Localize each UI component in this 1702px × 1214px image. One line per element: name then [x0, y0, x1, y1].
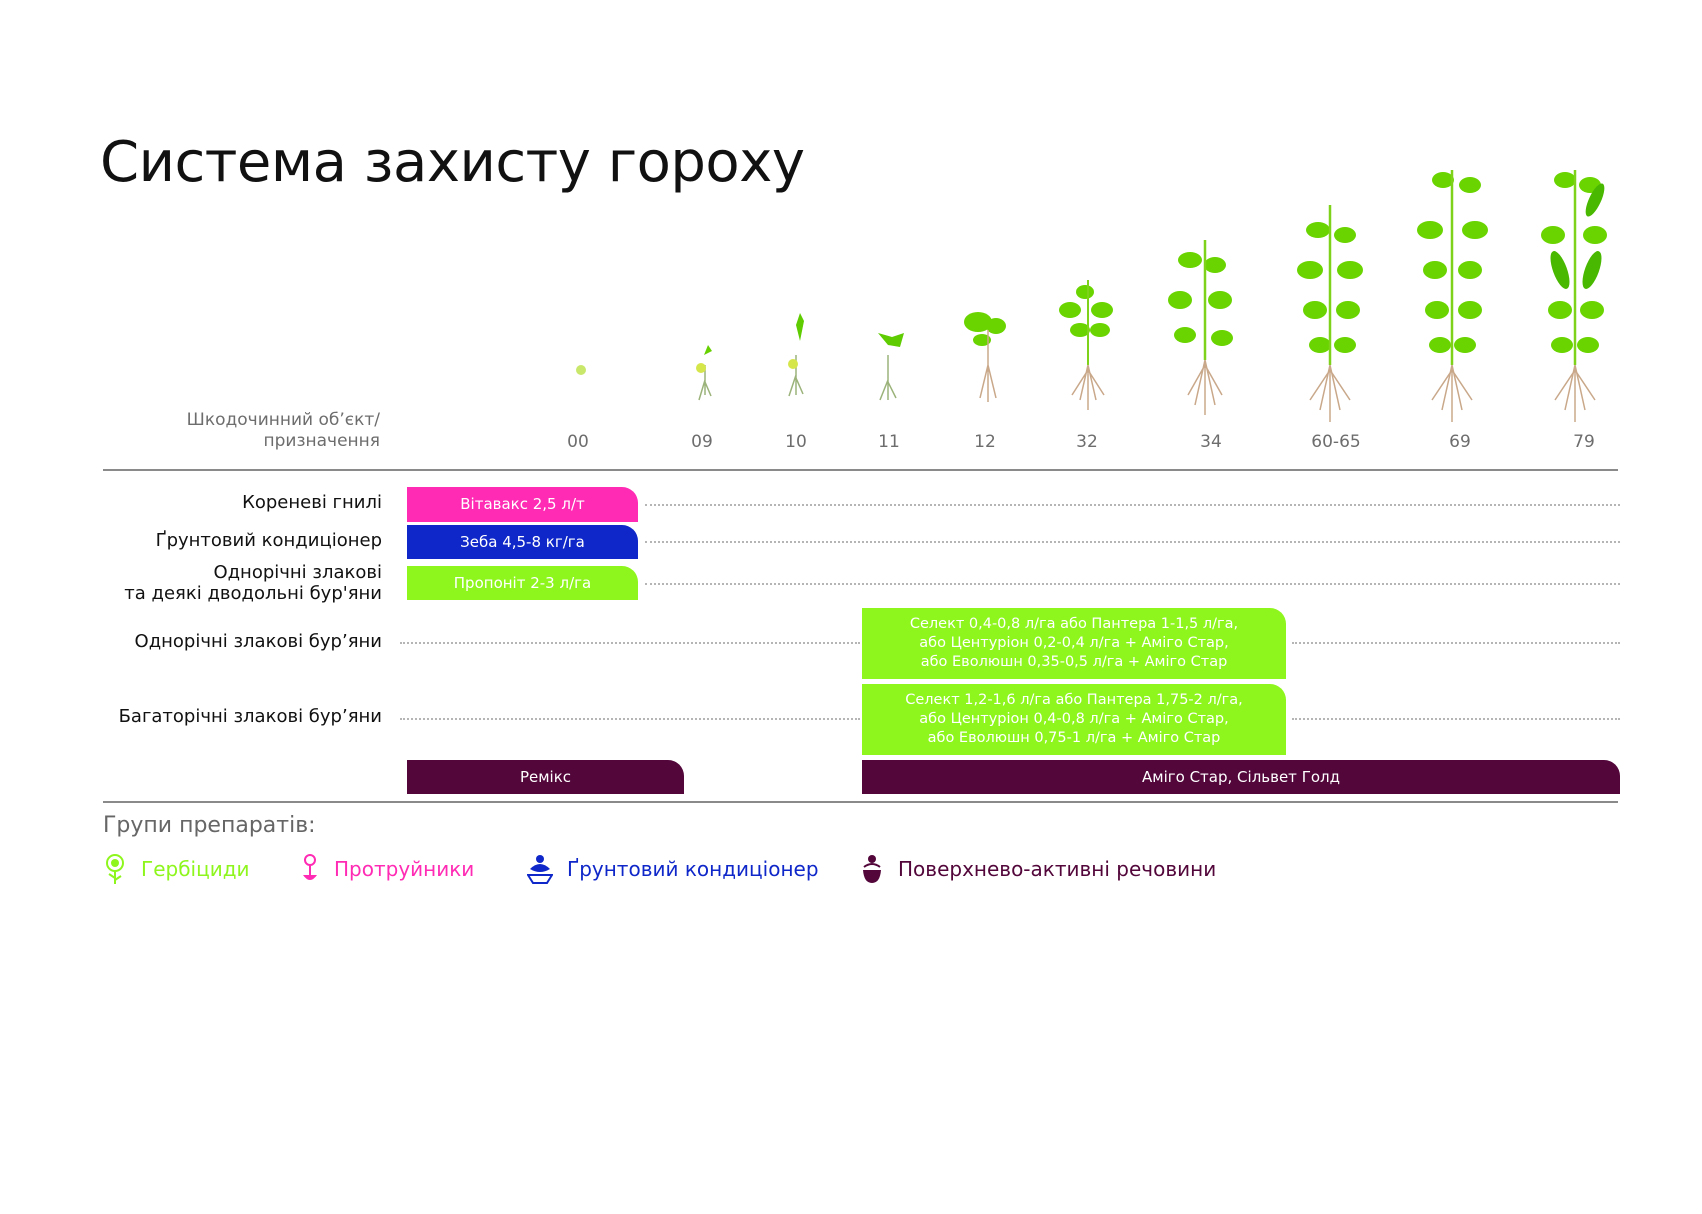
stage-label: 09	[691, 432, 713, 452]
ornament-icon	[527, 855, 553, 884]
row-label-line1: Однорічні злакові	[213, 562, 382, 583]
stage-label: 00	[567, 432, 589, 452]
stage-label: 69	[1449, 432, 1471, 452]
stage-label: 60-65	[1311, 432, 1361, 452]
legend-label: Ґрунтовий кондиціонер	[567, 857, 819, 881]
legend-item-surfactants: Поверхнево-активні речовини	[860, 853, 1216, 885]
row-dotted-line	[1292, 718, 1620, 720]
legend-item-soil-conditioner: Ґрунтовий кондиціонер	[527, 853, 819, 885]
row-label-perennial-grass-weeds: Багаторічні злакові бур’яни	[118, 706, 382, 727]
row-label-annual-grass-weeds: Однорічні злакові бур’яни	[134, 631, 382, 652]
row-label-soil-conditioner: Ґрунтовий кондиціонер	[155, 530, 382, 551]
bottom-divider	[103, 801, 1618, 803]
pot-icon	[863, 855, 881, 883]
bar-line: Селект 1,2-1,6 л/га або Пантера 1,75-2 л…	[905, 692, 1243, 708]
column-header-line1: Шкодочинний об’єкт/	[186, 410, 380, 430]
treatment-bar-zeba: Зеба 4,5-8 кг/га	[407, 525, 638, 559]
legend-title: Групи препаратів:	[103, 813, 316, 838]
row-dotted-line	[645, 541, 1620, 543]
row-dotted-line	[400, 718, 860, 720]
row-dotted-line	[1292, 642, 1620, 644]
stage-label: 34	[1200, 432, 1222, 452]
bar-line: або Центуріон 0,4-0,8 л/га + Аміго Стар,	[919, 711, 1229, 727]
column-header: Шкодочинний об’єкт/ призначення	[150, 410, 380, 452]
page-title: Система захисту гороху	[100, 130, 805, 195]
row-label-annual-grass-dicots: Однорічні злакові та деякі дводольні бур…	[22, 562, 382, 604]
header-divider	[103, 469, 1618, 471]
treatment-bar-proponit: Пропоніт 2-3 л/га	[407, 566, 638, 600]
row-dotted-line	[645, 504, 1620, 506]
bar-line: Селект 0,4-0,8 л/га або Пантера 1-1,5 л/…	[909, 616, 1239, 632]
legend-item-protectants: Протруйники	[300, 853, 474, 885]
treatment-bar-select-perennial: Селект 1,2-1,6 л/га або Пантера 1,75-2 л…	[862, 684, 1286, 755]
column-header-line2: призначення	[263, 431, 381, 451]
row-label-root-rot: Кореневі гнилі	[242, 492, 382, 513]
stage-label: 32	[1076, 432, 1098, 452]
legend-label: Гербіциди	[141, 857, 250, 881]
stage-label: 79	[1573, 432, 1595, 452]
pea-growth-stages-illustration	[576, 170, 1607, 422]
stage-label: 11	[878, 432, 900, 452]
row-dotted-line	[400, 642, 860, 644]
surfactant-bar-amigo-star: Аміго Стар, Сільвет Голд	[862, 760, 1620, 794]
treatment-bar-select-annual: Селект 0,4-0,8 л/га або Пантера 1-1,5 л/…	[862, 608, 1286, 679]
row-dotted-line	[645, 583, 1620, 585]
bar-line: або Центуріон 0,2-0,4 л/га + Аміго Стар,	[919, 635, 1229, 651]
bar-line: або Еволюшн 0,75-1 л/га + Аміго Стар	[927, 730, 1221, 746]
surfactant-bar-remix: Ремікс	[407, 760, 684, 794]
legend-label: Протруйники	[334, 857, 475, 881]
bar-line: або Еволюшн 0,35-0,5 л/га + Аміго Стар	[920, 654, 1228, 670]
legend-item-herbicides: Гербіциди	[103, 853, 250, 885]
stage-label: 12	[974, 432, 996, 452]
stage-label: 10	[785, 432, 807, 452]
sunflower-icon	[106, 854, 124, 884]
treatment-bar-vitavax: Вітавакс 2,5 л/т	[407, 487, 638, 522]
row-label-line2: та деякі дводольні бур'яни	[124, 583, 382, 604]
legend-label: Поверхнево-активні речовини	[898, 857, 1217, 881]
rose-icon	[303, 854, 317, 880]
plant-illustrations	[0, 160, 1702, 430]
